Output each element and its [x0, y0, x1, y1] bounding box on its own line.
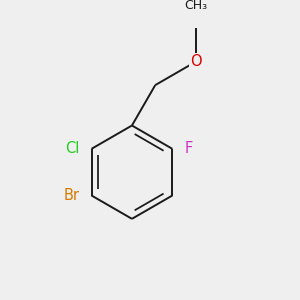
Text: Br: Br [64, 188, 80, 203]
Text: F: F [184, 141, 193, 156]
Text: O: O [190, 54, 202, 69]
Text: CH₃: CH₃ [184, 0, 207, 12]
Text: Cl: Cl [65, 141, 80, 156]
